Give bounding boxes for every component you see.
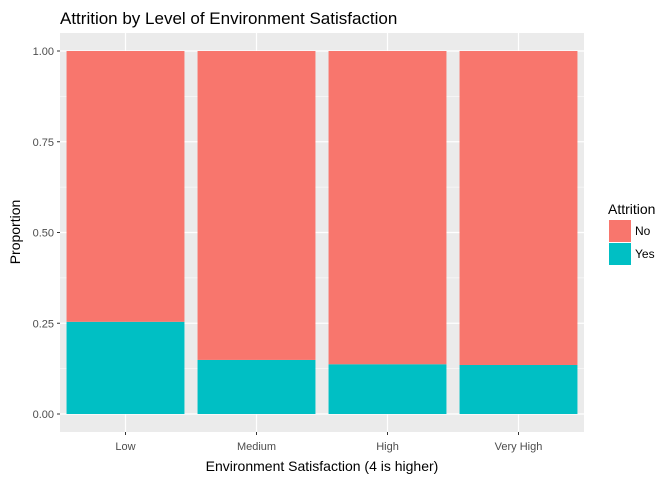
bar-yes-medium <box>197 359 316 414</box>
y-tick-label: 0.50 <box>33 228 54 240</box>
legend-key-no <box>609 220 631 242</box>
y-axis-title: Proportion <box>7 200 23 265</box>
legend-label-yes: Yes <box>635 247 655 261</box>
x-tick-label: Very High <box>495 441 543 453</box>
bar-no-medium <box>197 51 316 360</box>
bar-no-very-high <box>459 51 578 365</box>
y-axis-ticks: 0.00 0.25 0.50 0.75 1.00 <box>33 46 60 421</box>
legend-label-no: No <box>635 224 651 238</box>
legend: Attrition No Yes <box>608 201 655 265</box>
y-tick-label: 1.00 <box>33 46 54 58</box>
bars <box>66 51 578 414</box>
x-axis-ticks: Low Medium High Very High <box>115 432 542 453</box>
bar-no-high <box>328 51 447 365</box>
legend-title: Attrition <box>608 201 655 217</box>
y-tick-label: 0.25 <box>33 318 54 330</box>
legend-key-yes <box>609 243 631 265</box>
x-tick-label: Low <box>115 441 135 453</box>
x-tick-label: High <box>376 441 399 453</box>
bar-yes-high <box>328 364 447 414</box>
chart-title: Attrition by Level of Environment Satisf… <box>60 9 397 28</box>
bar-no-low <box>66 51 185 322</box>
x-axis-title: Environment Satisfaction (4 is higher) <box>206 458 439 474</box>
x-tick-label: Medium <box>237 441 276 453</box>
bar-yes-very-high <box>459 364 578 414</box>
bar-yes-low <box>66 321 185 414</box>
y-tick-label: 0.75 <box>33 137 54 149</box>
y-tick-label: 0.00 <box>33 409 54 421</box>
